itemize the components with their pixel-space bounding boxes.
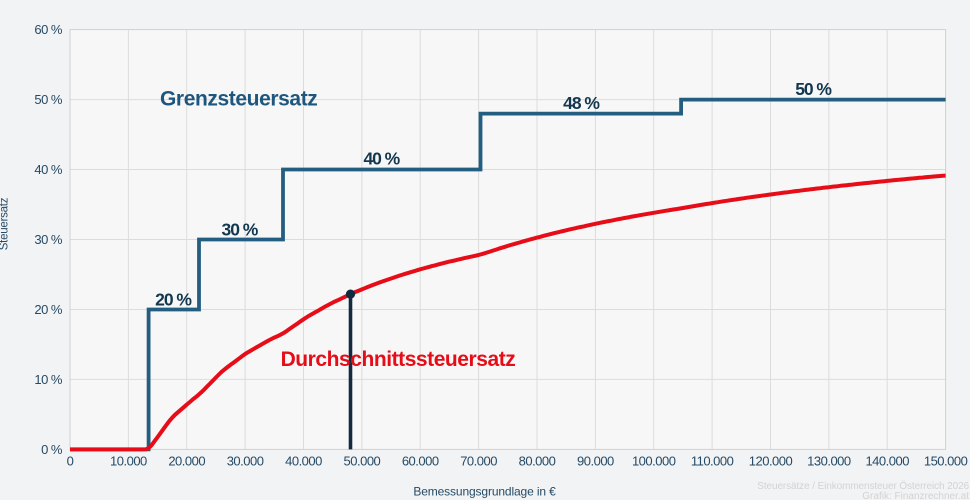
svg-text:30 %: 30 %	[34, 232, 63, 247]
svg-text:60 %: 60 %	[34, 22, 63, 37]
svg-text:48 %: 48 %	[563, 93, 600, 113]
svg-text:20.000: 20.000	[168, 454, 205, 469]
svg-text:140.000: 140.000	[865, 454, 909, 469]
svg-text:0 %: 0 %	[41, 442, 63, 457]
svg-text:60.000: 60.000	[402, 454, 439, 469]
svg-text:50.000: 50.000	[344, 454, 381, 469]
svg-text:120.000: 120.000	[749, 454, 793, 469]
svg-text:40 %: 40 %	[363, 148, 400, 168]
svg-text:0: 0	[67, 454, 74, 469]
svg-text:40 %: 40 %	[34, 162, 63, 177]
svg-text:10.000: 10.000	[110, 454, 147, 469]
svg-text:10 %: 10 %	[34, 372, 63, 387]
svg-text:Steuersätze / Einkommensteuer: Steuersätze / Einkommensteuer Österreich…	[757, 480, 969, 492]
svg-text:110.000: 110.000	[691, 454, 734, 469]
svg-text:50 %: 50 %	[795, 79, 832, 99]
svg-text:Bemessungsgrundlage in €: Bemessungsgrundlage in €	[413, 484, 556, 498]
svg-text:30 %: 30 %	[222, 219, 259, 239]
svg-text:70.000: 70.000	[460, 454, 497, 469]
svg-text:Grenzsteuersatz: Grenzsteuersatz	[160, 88, 317, 111]
svg-text:Grafik: Finanzrechner.at: Grafik: Finanzrechner.at	[862, 491, 969, 500]
svg-text:50 %: 50 %	[34, 92, 63, 107]
svg-text:20 %: 20 %	[34, 302, 63, 317]
svg-text:80.000: 80.000	[519, 454, 556, 469]
svg-text:Durchschnittssteuersatz: Durchschnittssteuersatz	[281, 348, 516, 371]
svg-text:130.000: 130.000	[807, 454, 851, 469]
svg-text:150.000: 150.000	[924, 454, 968, 469]
svg-text:40.000: 40.000	[285, 454, 322, 469]
svg-text:20 %: 20 %	[155, 289, 192, 309]
svg-text:Steuersatz: Steuersatz	[0, 197, 11, 250]
svg-text:30.000: 30.000	[227, 454, 264, 469]
svg-text:100.000: 100.000	[632, 454, 676, 469]
svg-text:90.000: 90.000	[577, 454, 614, 469]
